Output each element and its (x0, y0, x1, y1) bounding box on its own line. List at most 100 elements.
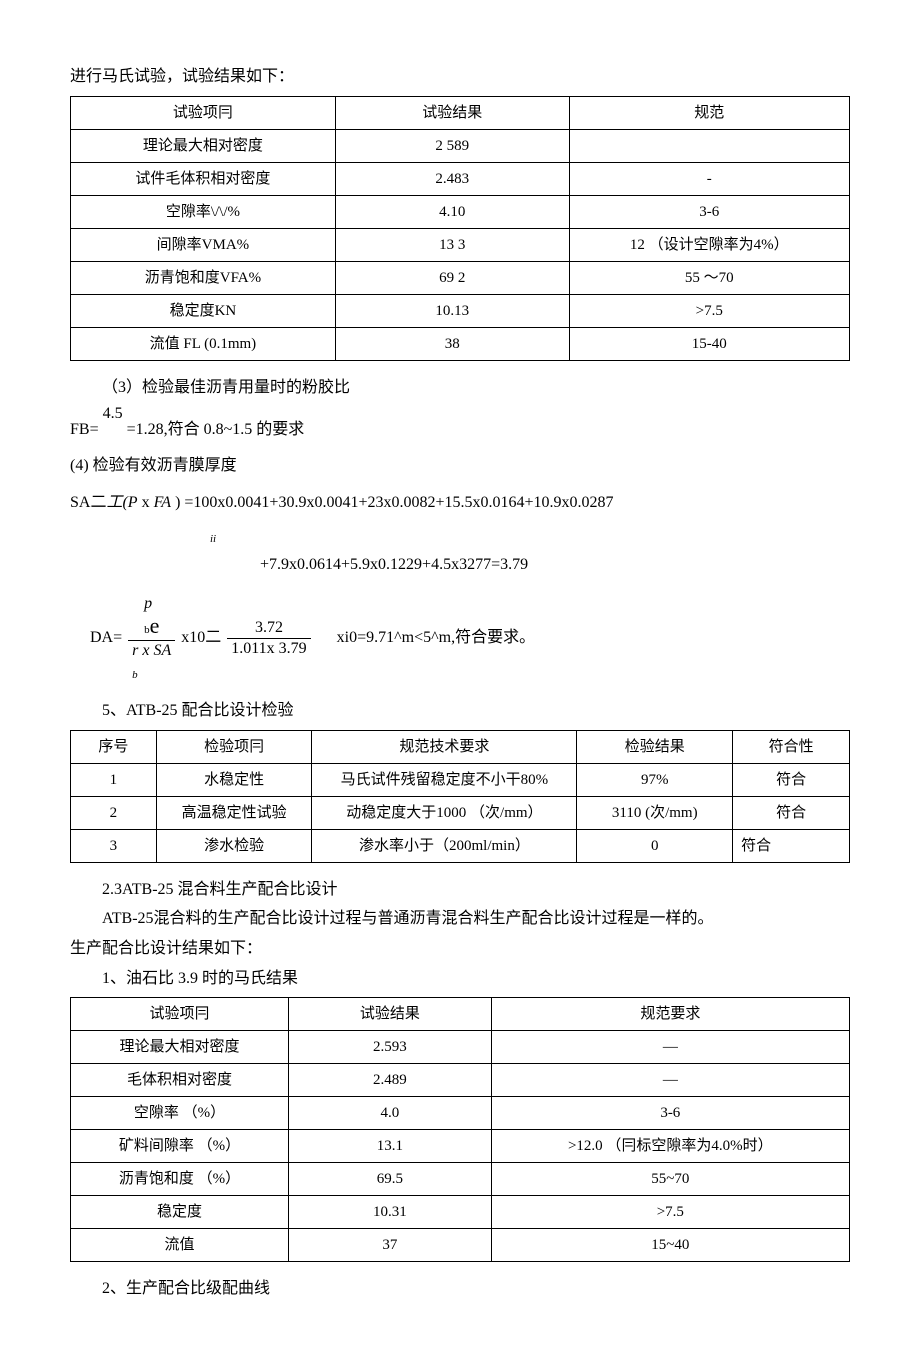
table-cell: 符合 (733, 796, 850, 829)
table-cell: 理论最大相对密度 (71, 1031, 289, 1064)
table-cell: 3110 (次/mm) (577, 796, 733, 829)
table-cell: 高温稳定性试验 (156, 796, 312, 829)
da-p: p (144, 595, 152, 612)
table-row: 稳定度KN10.13>7.5 (71, 294, 850, 327)
table-header-row: 序号 检验项冃 规范技术要求 检验结果 符合性 (71, 730, 850, 763)
col-header: 符合性 (733, 730, 850, 763)
da-den-sub: b (132, 669, 138, 681)
col-header: 规范要求 (491, 998, 849, 1031)
table-cell: 13 3 (335, 228, 569, 261)
table-header-row: 试验项冃 试验结果 规范要求 (71, 998, 850, 1031)
table-cell: 流值 FL (0.1mm) (71, 327, 336, 360)
table-cell: 空隙率\/\/% (71, 195, 336, 228)
table-row: 沥青饱和度VFA%69 255 ～70 (71, 261, 850, 294)
table-cell: 2.489 (289, 1064, 492, 1097)
table-cell: 0 (577, 829, 733, 862)
table-cell: 沥青饱和度VFA% (71, 261, 336, 294)
table-row: 稳定度10.31>7.5 (71, 1196, 850, 1229)
table-cell: 沥青饱和度 （%） (71, 1163, 289, 1196)
section-2-3-title: 2.3ATB-25 混合料生产配合比设计 (70, 877, 850, 903)
table-cell: - (569, 162, 849, 195)
table-cell: 渗水率小于（200ml/min） (312, 829, 577, 862)
table-cell: 4.10 (335, 195, 569, 228)
fb-suffix: =1.28,符合 0.8~1.5 的要求 (127, 417, 305, 443)
da-frac1: p be r x SA b (128, 594, 175, 682)
table-cell: 15~40 (491, 1229, 849, 1262)
table-cell (569, 129, 849, 162)
fb-formula: FB= 4.5 =1.28,符合 0.8~1.5 的要求 (70, 404, 850, 442)
da-x10: x10二 (181, 625, 221, 651)
table-cell: 2.483 (335, 162, 569, 195)
table-cell: 37 (289, 1229, 492, 1262)
sa-sub: ii (210, 533, 216, 545)
table-cell: 水稳定性 (156, 763, 312, 796)
table-cell: >12.0 （冃标空隙率为4.0%时） (491, 1130, 849, 1163)
table-cell: 稳定度 (71, 1196, 289, 1229)
section-4-title: (4) 检验有效沥青膜厚度 (70, 453, 850, 479)
production-result-table: 试验项冃 试验结果 规范要求 理论最大相对密度2.593—毛体积相对密度2.48… (70, 997, 850, 1262)
table-cell: 动稳定度大于1000 （次/mm） (312, 796, 577, 829)
table-cell: 55 ～70 (569, 261, 849, 294)
gradation-curve-title: 2、生产配合比级配曲线 (70, 1276, 850, 1302)
table-row: 流值 FL (0.1mm)3815-40 (71, 327, 850, 360)
table-cell: 符合 (733, 763, 850, 796)
table-cell: 3 (71, 829, 157, 862)
table-cell: 69.5 (289, 1163, 492, 1196)
col-header: 试验结果 (289, 998, 492, 1031)
col-header: 检验结果 (577, 730, 733, 763)
table-cell: 流值 (71, 1229, 289, 1262)
da-formula: DA= p be r x SA b x10二 3.72 1.011x 3.79 … (70, 594, 850, 682)
da-den: r x SA (132, 642, 171, 659)
table-cell: 3-6 (491, 1097, 849, 1130)
table-cell: 55~70 (491, 1163, 849, 1196)
table-row: 2高温稳定性试验动稳定度大于1000 （次/mm）3110 (次/mm)符合 (71, 796, 850, 829)
table-cell: 10.31 (289, 1196, 492, 1229)
table-cell: 符合 (733, 829, 850, 862)
table-cell: 13.1 (289, 1130, 492, 1163)
intro-text: 进行马氏试验，试验结果如下： (70, 64, 850, 90)
table-cell: >7.5 (569, 294, 849, 327)
fb-prefix: FB= (70, 417, 99, 443)
table-row: 矿料间隙率 （%）13.1>12.0 （冃标空隙率为4.0%时） (71, 1130, 850, 1163)
table-cell: 空隙率 （%） (71, 1097, 289, 1130)
col-header: 规范 (569, 96, 849, 129)
fb-numerator: 4.5 (103, 404, 123, 423)
table-cell: 理论最大相对密度 (71, 129, 336, 162)
table-cell: 10.13 (335, 294, 569, 327)
marshall-result-table: 试验项冃 试验结果 规范 理论最大相对密度2 589试件毛体积相对密度2.483… (70, 96, 850, 361)
sa-formula: SA二工(P x FA ) =100x0.0041+30.9x0.0041+23… (70, 488, 850, 580)
table-row: 间隙率VMA%13 312 （设计空隙率为4%） (71, 228, 850, 261)
table-cell: 马氏试件残留稳定度不小干80% (312, 763, 577, 796)
table-cell: — (491, 1031, 849, 1064)
table-cell: — (491, 1064, 849, 1097)
table-cell: 4.0 (289, 1097, 492, 1130)
table-row: 试件毛体积相对密度2.483- (71, 162, 850, 195)
table-row: 毛体积相对密度2.489— (71, 1064, 850, 1097)
sa-line1: SA二工(P x FA ) =100x0.0041+30.9x0.0041+23… (70, 494, 614, 511)
da-frac2-num: 3.72 (251, 618, 287, 637)
table-cell: 2 589 (335, 129, 569, 162)
da-frac2-den: 1.011x 3.79 (227, 638, 310, 658)
table-cell: 试件毛体积相对密度 (71, 162, 336, 195)
table-cell: 2.593 (289, 1031, 492, 1064)
da-e: e (150, 613, 160, 638)
table-row: 空隙率\/\/%4.103-6 (71, 195, 850, 228)
table-cell: 矿料间隙率 （%） (71, 1130, 289, 1163)
section-5-title: 5、ATB-25 配合比设计检验 (70, 698, 850, 724)
table-row: 3渗水检验渗水率小于（200ml/min）0符合 (71, 829, 850, 862)
table-cell: 1 (71, 763, 157, 796)
section-2-3-p2: 生产配合比设计结果如下： (70, 936, 850, 962)
table-row: 理论最大相对密度2 589 (71, 129, 850, 162)
table-row: 空隙率 （%）4.03-6 (71, 1097, 850, 1130)
table-cell: >7.5 (491, 1196, 849, 1229)
section-3-title: （3）检验最佳沥青用量时的粉胶比 (70, 375, 850, 401)
table-cell: 3-6 (569, 195, 849, 228)
col-header: 检验项冃 (156, 730, 312, 763)
table-row: 流值3715~40 (71, 1229, 850, 1262)
table-row: 沥青饱和度 （%）69.555~70 (71, 1163, 850, 1196)
table-cell: 渗水检验 (156, 829, 312, 862)
table-header-row: 试验项冃 试验结果 规范 (71, 96, 850, 129)
sa-line2: +7.9x0.0614+5.9x0.1229+4.5x3277=3.79 (70, 550, 850, 580)
table-cell: 12 （设计空隙率为4%） (569, 228, 849, 261)
fb-blank (111, 423, 115, 442)
